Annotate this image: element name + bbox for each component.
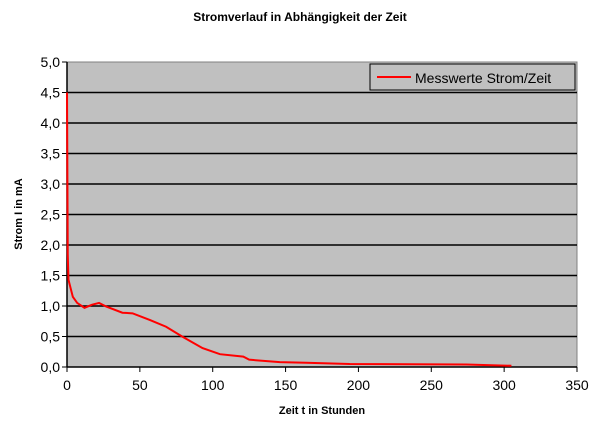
x-axis-label: Zeit t in Stunden: [278, 405, 366, 417]
legend-label: Messwerte Strom/Zeit: [415, 70, 551, 86]
y-tick-label: 4,5: [41, 85, 61, 101]
y-tick-label: 1,0: [41, 298, 61, 314]
x-tick-label: 50: [132, 377, 148, 393]
x-tick-label: 0: [63, 377, 71, 393]
x-tick-label: 150: [274, 377, 298, 393]
y-tick-label: 4,0: [41, 115, 61, 131]
y-tick-label: 5,0: [41, 54, 61, 70]
x-tick-label: 300: [492, 377, 516, 393]
x-tick-label: 350: [565, 377, 589, 393]
y-tick-label: 0,5: [41, 329, 61, 345]
y-tick-label: 1,5: [41, 268, 61, 284]
chart-title: Stromverlauf in Abhängigkeit der Zeit: [193, 10, 407, 24]
x-tick-label: 250: [420, 377, 444, 393]
y-tick-label: 2,5: [41, 207, 61, 223]
series-line: [66, 92, 512, 367]
y-tick-label: 3,5: [41, 146, 61, 162]
y-tick-label: 2,0: [41, 237, 61, 253]
x-tick-label: 100: [201, 377, 225, 393]
y-tick-label: 0,0: [41, 359, 61, 375]
x-tick-label: 200: [347, 377, 371, 393]
y-tick-label: 3,0: [41, 176, 61, 192]
